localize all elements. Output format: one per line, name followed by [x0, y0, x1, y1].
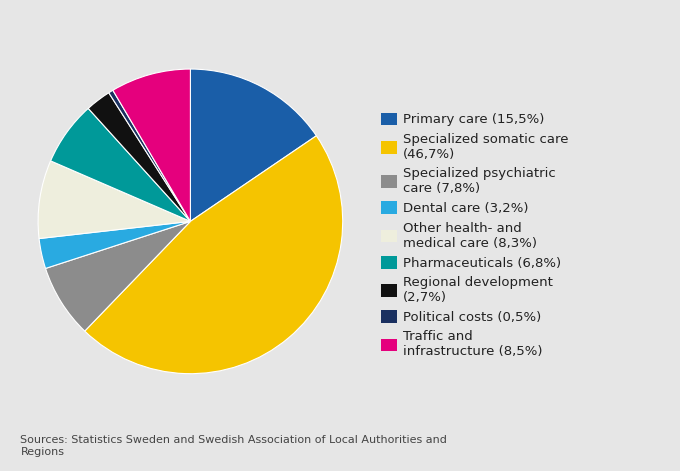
Wedge shape	[88, 93, 190, 221]
Wedge shape	[109, 90, 190, 221]
Legend: Primary care (15,5%), Specialized somatic care
(46,7%), Specialized psychiatric
: Primary care (15,5%), Specialized somati…	[381, 113, 568, 358]
Wedge shape	[113, 69, 190, 221]
Wedge shape	[38, 161, 190, 238]
Wedge shape	[39, 221, 190, 268]
Wedge shape	[46, 221, 190, 331]
Wedge shape	[190, 69, 316, 221]
Wedge shape	[50, 108, 190, 221]
Text: Sources: Statistics Sweden and Swedish Association of Local Authorities and
Regi: Sources: Statistics Sweden and Swedish A…	[20, 435, 447, 457]
Wedge shape	[85, 136, 343, 374]
